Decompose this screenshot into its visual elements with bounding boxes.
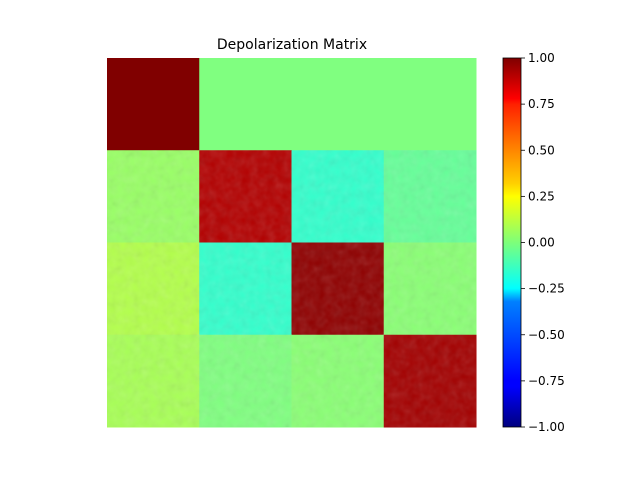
heatmap-cell-texture (291, 242, 384, 335)
colorbar-gradient (503, 58, 521, 427)
heatmap-cell-texture (107, 242, 200, 335)
colorbar-tick-label: −0.50 (528, 328, 565, 342)
colorbar: 1.00 0.75 0.50 0.25 0.00 −0.25 −0.50 −0.75 −1.00 (502, 51, 565, 434)
chart-title: Depolarization Matrix (217, 37, 367, 53)
heatmap-cell-texture (291, 334, 384, 427)
heatmap-cell-texture (107, 150, 200, 243)
heatmap-cell-0-1 (199, 58, 292, 151)
heatmap-cell-texture (383, 150, 476, 243)
colorbar-tick-label: 0.25 (528, 189, 555, 203)
heatmap-cell-0-3 (383, 58, 477, 151)
colorbar-tick-label: 0.50 (528, 143, 555, 157)
heatmap-cell-texture (107, 334, 200, 427)
heatmap-cell-0-2 (291, 58, 385, 151)
colorbar-tick-label: −1.00 (528, 420, 565, 434)
heatmap-cell-texture (383, 334, 476, 427)
heatmap-cell-texture (199, 150, 292, 243)
colorbar-tick-label: −0.25 (528, 282, 565, 296)
heatmap-cell-0-0 (107, 58, 200, 151)
colorbar-tick-label: 0.75 (528, 97, 555, 111)
heatmap-cell-texture (199, 334, 292, 427)
colorbar-tick-label: 0.00 (528, 236, 555, 250)
heatmap-cell-texture (291, 150, 384, 243)
heatmap-cell-texture (383, 242, 476, 335)
heatmap-cell-texture (199, 242, 292, 335)
heatmap (107, 58, 477, 428)
colorbar-tick-label: −0.75 (528, 374, 565, 388)
colorbar-ticks: 1.00 0.75 0.50 0.25 0.00 −0.25 −0.50 −0.75 −1.00 (521, 51, 565, 434)
colorbar-tick-label: 1.00 (528, 51, 555, 65)
